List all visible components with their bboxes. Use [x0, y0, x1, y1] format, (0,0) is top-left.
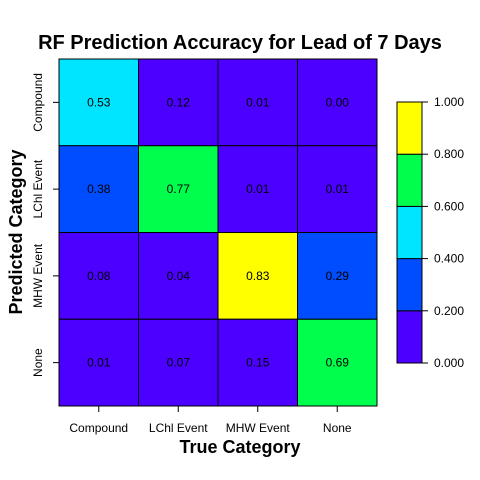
heatmap-cell: [297, 58, 378, 147]
cell-value-label: 0.77: [167, 182, 191, 196]
x-tick-label: MHW Event: [226, 421, 291, 435]
x-tick-label: None: [323, 421, 352, 435]
heatmap-cell: [58, 58, 139, 147]
heatmap-cell: [58, 145, 139, 233]
cell-value-label: 0.01: [246, 182, 270, 196]
legend-tick-label: 1.000: [434, 95, 464, 109]
cell-value-label: 0.01: [87, 356, 111, 370]
color-legend: 0.000 0.200 0.400 0.600 0.800 1.000: [396, 95, 464, 370]
heatmap-cells: [58, 58, 378, 407]
legend-tick-label: 0.200: [434, 304, 464, 318]
y-axis-title: Predicted Category: [6, 149, 26, 314]
y-tick-label: MHW Event: [31, 243, 45, 308]
y-tick-label: Compound: [31, 73, 45, 132]
heatmap-cell: [58, 318, 139, 407]
legend-tick-label: 0.400: [434, 252, 464, 266]
chart-title: RF Prediction Accuracy for Lead of 7 Day…: [38, 32, 442, 54]
heatmap-cell: [138, 58, 219, 147]
cell-value-label: 0.12: [167, 95, 191, 109]
heatmap-cell: [297, 318, 378, 407]
heatmap-cell: [297, 145, 378, 233]
x-axis-title: True Category: [179, 437, 300, 457]
y-axis-ticks: Compound LChl Event MHW Event None: [31, 73, 59, 377]
cell-value-label: 0.38: [87, 182, 111, 196]
cell-value-label: 0.07: [167, 356, 191, 370]
legend-tick-label: 0.000: [434, 356, 464, 370]
heatmap-cell: [138, 318, 219, 407]
legend-color-swatch: [396, 205, 423, 260]
legend-color-swatch: [396, 153, 423, 207]
x-tick-label: LChl Event: [149, 421, 208, 435]
legend-tick-label: 0.800: [434, 147, 464, 161]
cell-value-label: 0.00: [326, 95, 350, 109]
cell-value-label: 0.53: [87, 95, 111, 109]
cell-value-label: 0.15: [246, 356, 270, 370]
legend-tick-label: 0.600: [434, 199, 464, 213]
cell-value-label: 0.83: [246, 269, 270, 283]
cell-value-label: 0.01: [326, 182, 350, 196]
legend-color-swatch: [396, 101, 423, 155]
heatmap-cell: [138, 145, 219, 233]
heatmap-cell: [297, 232, 378, 320]
legend-color-swatch: [396, 310, 423, 364]
heatmap-value-labels: 0.53 0.12 0.01 0.00 0.38 0.77 0.01 0.01 0.08 0.04…: [87, 95, 349, 369]
y-tick-label: None: [31, 348, 45, 377]
legend-color-swatch: [396, 258, 423, 312]
cell-value-label: 0.69: [326, 356, 350, 370]
cell-value-label: 0.04: [167, 269, 191, 283]
x-axis-ticks: Compound LChl Event MHW Event None: [69, 406, 352, 435]
plot-frame: [58, 58, 378, 407]
cell-value-label: 0.01: [246, 95, 270, 109]
y-tick-label: LChl Event: [31, 159, 45, 218]
cell-value-label: 0.29: [326, 269, 350, 283]
cell-value-label: 0.08: [87, 269, 111, 283]
heatmap-cell: [138, 232, 219, 320]
x-tick-label: Compound: [69, 421, 128, 435]
